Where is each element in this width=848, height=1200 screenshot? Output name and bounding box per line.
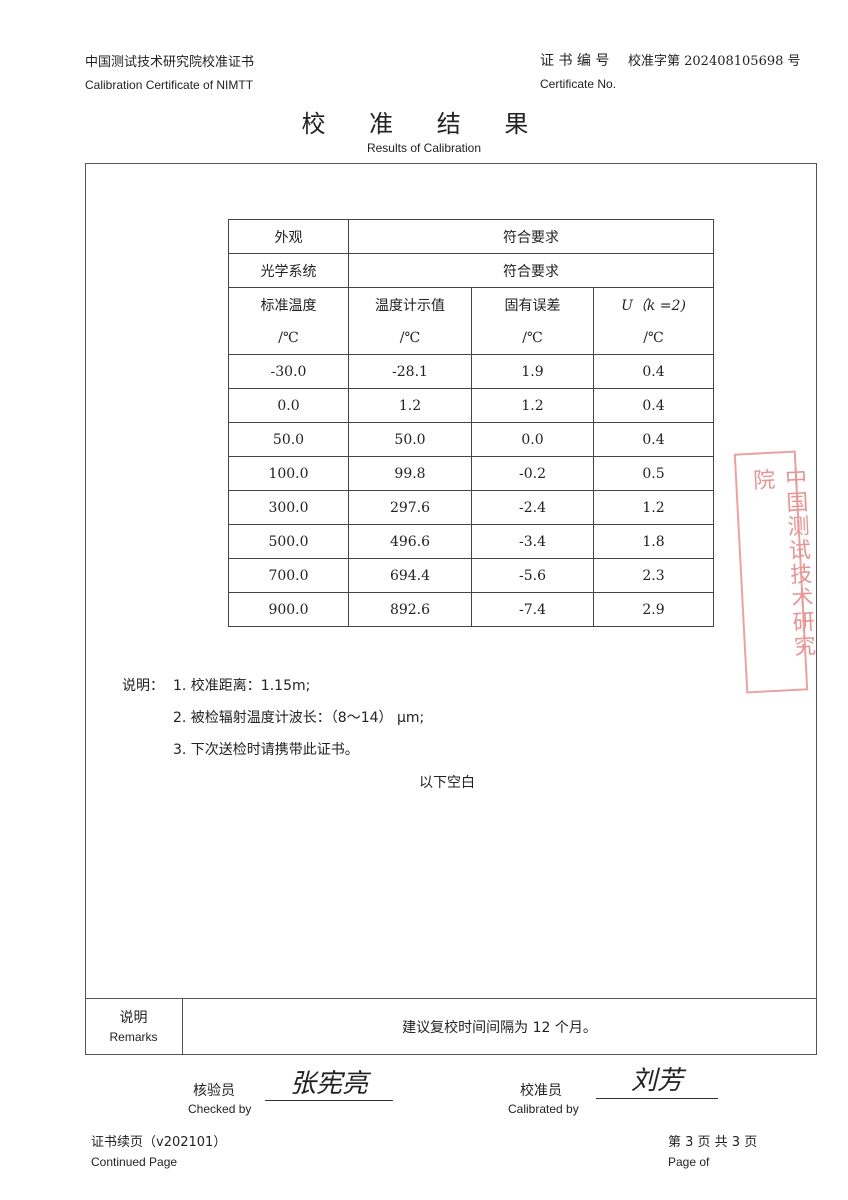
note-item: 2. 被检辐射温度计波长：（8～14） μm; [173, 710, 425, 726]
remarks-label-en: Remarks [109, 1030, 158, 1044]
footer-continued-cn: 证书续页（v202101） [91, 1135, 227, 1150]
table-row: 外观 符合要求 [228, 219, 714, 254]
table-cell: 0.0 [228, 388, 349, 423]
note-item: 1. 校准距离：1.15m; [173, 678, 311, 694]
org-name-cn: 中国测试技术研究院校准证书 [85, 55, 255, 70]
table-unit-row: /℃ /℃ /℃ /℃ [228, 321, 714, 355]
table-cell: 1.2 [348, 388, 472, 423]
table-cell: 0.4 [593, 388, 714, 423]
optics-value: 符合要求 [348, 253, 714, 288]
table-cell: 1.2 [471, 388, 594, 423]
table-row: 700.0 694.4 -5.6 2.3 [228, 558, 714, 593]
table-cell: 50.0 [228, 422, 349, 457]
column-header: 温度计示值 [348, 287, 472, 321]
optics-label: 光学系统 [228, 253, 349, 288]
table-cell: 300.0 [228, 490, 349, 525]
column-unit: /℃ [593, 321, 714, 355]
table-cell: 900.0 [228, 592, 349, 627]
column-header: 固有误差 [471, 287, 594, 321]
table-cell: 0.4 [593, 354, 714, 389]
note-item: 3. 下次送检时请携带此证书。 [173, 742, 359, 758]
results-table: 外观 符合要求 光学系统 符合要求 标准温度 温度计示值 固有误差 U（k =2… [228, 219, 714, 627]
table-row: -30.0 -28.1 1.9 0.4 [228, 354, 714, 389]
table-row: 500.0 496.6 -3.4 1.8 [228, 524, 714, 559]
page-title: 校 准 结 果 [301, 110, 547, 138]
calibrated-by-label-en: Calibrated by [508, 1102, 579, 1116]
table-cell: 100.0 [228, 456, 349, 491]
table-cell: 496.6 [348, 524, 472, 559]
checked-by-signature: 张宪亮 [265, 1068, 393, 1101]
table-cell: 1.2 [593, 490, 714, 525]
table-cell: 50.0 [348, 422, 472, 457]
page-subtitle: Results of Calibration [366, 141, 482, 155]
table-cell: 500.0 [228, 524, 349, 559]
table-cell: 892.6 [348, 592, 472, 627]
institution-stamp: 中国测试技术研究院 [733, 450, 816, 694]
table-row: 100.0 99.8 -0.2 0.5 [228, 456, 714, 491]
cert-no-label-en: Certificate No. [540, 77, 617, 91]
appearance-label: 外观 [228, 219, 349, 254]
page-number-en: Page of [668, 1155, 710, 1169]
column-unit: /℃ [228, 321, 349, 355]
table-cell: -0.2 [471, 456, 594, 491]
table-cell: -2.4 [471, 490, 594, 525]
column-unit: /℃ [348, 321, 472, 355]
table-header-row: 标准温度 温度计示值 固有误差 U（k =2) [228, 287, 714, 321]
remarks-label-cn: 说明 [119, 1010, 148, 1026]
table-cell: 99.8 [348, 456, 472, 491]
cert-no-label: 证 书 编 号 [540, 53, 610, 69]
remarks-row: 说明 Remarks 建议复校时间间隔为 12 个月。 [85, 998, 817, 1055]
table-cell: 0.4 [593, 422, 714, 457]
table-cell: -5.6 [471, 558, 594, 593]
appearance-value: 符合要求 [348, 219, 714, 254]
checked-by-label-en: Checked by [188, 1102, 252, 1116]
page-number: 第 3 页 共 3 页 [668, 1135, 758, 1150]
footer-continued-en: Continued Page [91, 1155, 178, 1169]
calibrated-by-label: 校准员 [520, 1083, 562, 1099]
table-row: 光学系统 符合要求 [228, 253, 714, 288]
table-cell: 0.5 [593, 456, 714, 491]
table-cell: -7.4 [471, 592, 594, 627]
checked-by-label: 核验员 [193, 1083, 235, 1099]
table-cell: 1.9 [471, 354, 594, 389]
blank-below-note: 以下空白 [419, 775, 475, 791]
table-row: 300.0 297.6 -2.4 1.2 [228, 490, 714, 525]
table-cell: 694.4 [348, 558, 472, 593]
table-cell: 700.0 [228, 558, 349, 593]
table-cell: 2.3 [593, 558, 714, 593]
column-header: U（k =2) [593, 287, 714, 321]
column-header: 标准温度 [228, 287, 349, 321]
table-row: 0.0 1.2 1.2 0.4 [228, 388, 714, 423]
table-cell: -3.4 [471, 524, 594, 559]
remarks-text: 建议复校时间间隔为 12 个月。 [402, 1020, 597, 1036]
column-unit: /℃ [471, 321, 594, 355]
table-cell: -28.1 [348, 354, 472, 389]
notes-label: 说明： [122, 678, 164, 694]
table-cell: 297.6 [348, 490, 472, 525]
table-cell: -30.0 [228, 354, 349, 389]
table-cell: 0.0 [471, 422, 594, 457]
table-cell: 1.8 [593, 524, 714, 559]
cert-no-value: 校准字第 202408105698 号 [628, 54, 801, 69]
stamp-text: 中国测试技术研究院 [748, 466, 816, 660]
org-name-en: Calibration Certificate of NIMTT [85, 78, 254, 92]
calibrated-by-signature: 刘芳 [596, 1064, 718, 1099]
table-row: 900.0 892.6 -7.4 2.9 [228, 592, 714, 627]
content-frame [85, 163, 817, 1055]
table-cell: 2.9 [593, 592, 714, 627]
table-row: 50.0 50.0 0.0 0.4 [228, 422, 714, 457]
